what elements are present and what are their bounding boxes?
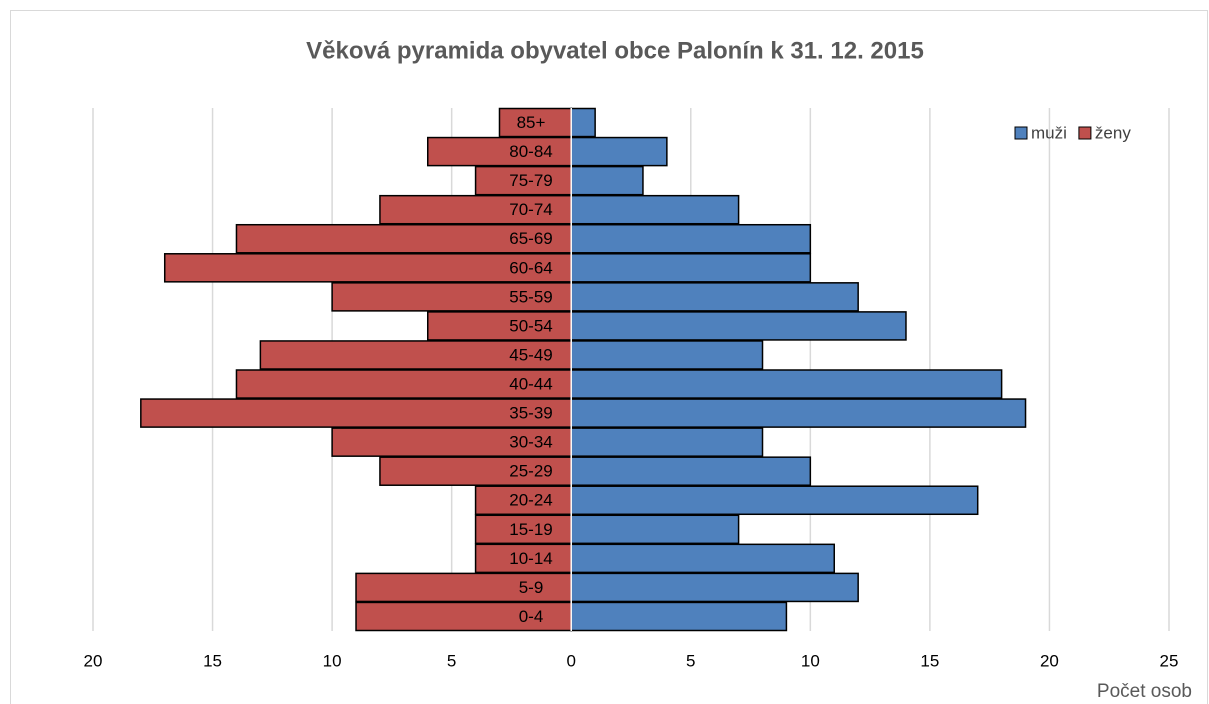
bar bbox=[379, 194, 572, 225]
x-tick-label: 10 bbox=[323, 651, 342, 670]
bar bbox=[570, 543, 835, 574]
x-tick-label: 10 bbox=[801, 651, 820, 670]
bar bbox=[498, 107, 572, 138]
x-tick-label: 20 bbox=[84, 651, 103, 670]
x-tick-label: 0 bbox=[566, 651, 575, 670]
bar bbox=[570, 572, 859, 603]
bar bbox=[570, 253, 812, 283]
bar bbox=[570, 456, 812, 486]
bar bbox=[570, 514, 740, 545]
category-label: 85+ bbox=[517, 113, 546, 132]
x-tick-label: 5 bbox=[686, 651, 695, 670]
category-label: 5-9 bbox=[519, 578, 544, 597]
bar bbox=[570, 136, 668, 167]
x-axis-label: Počet osob bbox=[1097, 681, 1192, 702]
bar bbox=[570, 107, 596, 138]
bar bbox=[235, 223, 572, 254]
category-label: 70-74 bbox=[509, 200, 552, 219]
category-label: 75-79 bbox=[509, 171, 552, 190]
category-label: 35-39 bbox=[509, 404, 552, 423]
bar bbox=[570, 601, 788, 632]
category-label: 25-29 bbox=[509, 462, 552, 481]
category-label: 15-19 bbox=[509, 520, 552, 539]
bar bbox=[570, 485, 979, 516]
bar bbox=[474, 165, 572, 196]
bar bbox=[427, 136, 572, 167]
legend-swatch bbox=[1078, 126, 1092, 140]
chart-title: Věková pyramida obyvatel obce Palonín k … bbox=[306, 37, 924, 64]
bar bbox=[379, 456, 572, 486]
x-tick-label: 15 bbox=[920, 651, 939, 670]
category-label: 45-49 bbox=[509, 345, 552, 364]
category-label: 20-24 bbox=[509, 491, 552, 510]
category-label: 80-84 bbox=[509, 142, 552, 161]
category-label: 30-34 bbox=[509, 433, 552, 452]
category-label: 65-69 bbox=[509, 229, 552, 248]
x-tick-label: 15 bbox=[203, 651, 222, 670]
bar bbox=[331, 282, 572, 312]
category-label: 0-4 bbox=[519, 607, 544, 626]
bar bbox=[570, 369, 1003, 399]
bar bbox=[235, 369, 572, 399]
bar bbox=[427, 311, 572, 341]
bar bbox=[570, 311, 907, 341]
x-tick-label: 20 bbox=[1040, 651, 1059, 670]
bar bbox=[163, 253, 572, 283]
legend-swatch bbox=[1014, 126, 1028, 140]
category-label: 60-64 bbox=[509, 258, 552, 277]
legend-label: ženy bbox=[1095, 123, 1131, 142]
bar bbox=[570, 427, 764, 457]
category-label: 40-44 bbox=[509, 375, 552, 394]
x-tick-label: 5 bbox=[447, 651, 456, 670]
category-label: 10-14 bbox=[509, 549, 552, 568]
bar bbox=[570, 340, 764, 370]
bar bbox=[570, 398, 1027, 428]
bar bbox=[570, 194, 740, 225]
bar bbox=[570, 223, 812, 254]
bar bbox=[570, 282, 859, 312]
x-tick-label: 25 bbox=[1160, 651, 1179, 670]
bar bbox=[331, 427, 572, 457]
category-label: 55-59 bbox=[509, 287, 552, 306]
bar bbox=[140, 398, 572, 428]
legend-label: muži bbox=[1031, 123, 1067, 142]
bar bbox=[570, 165, 644, 196]
category-label: 50-54 bbox=[509, 316, 552, 335]
